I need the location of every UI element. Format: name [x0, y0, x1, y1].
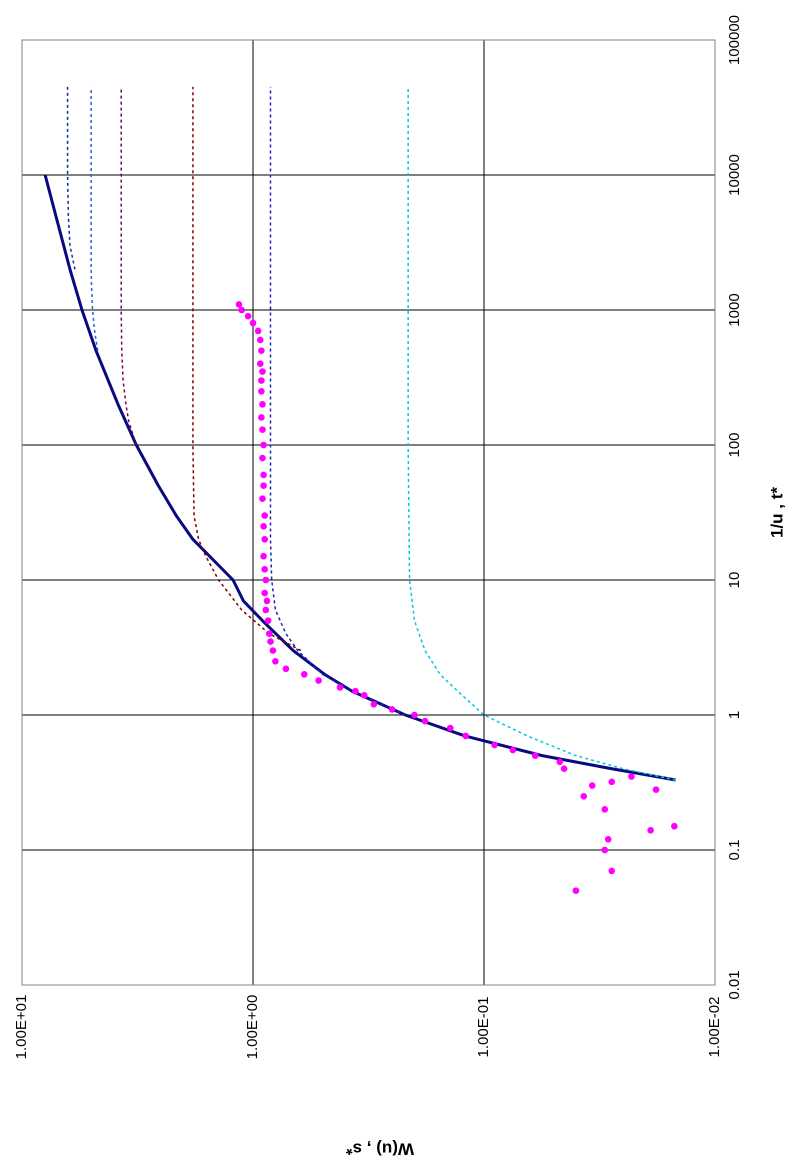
x-tick-label: 10 — [726, 572, 743, 589]
observed-point — [388, 706, 396, 713]
observed-point — [300, 671, 308, 678]
observed-point — [258, 414, 265, 421]
observed-point — [259, 401, 266, 408]
observed-point — [262, 576, 270, 584]
series-line-dotted-2 — [269, 86, 406, 716]
observed-point — [261, 512, 268, 519]
observed-point — [315, 677, 322, 684]
observed-point — [608, 867, 616, 875]
observed-point — [601, 806, 609, 813]
y-tick-label: 1.00E+00 — [244, 995, 261, 1060]
observed-point — [491, 741, 498, 749]
observed-point — [260, 522, 267, 530]
observed-point — [259, 426, 266, 433]
series-layer — [43, 86, 678, 894]
observed-point — [272, 657, 279, 665]
observed-point — [261, 589, 268, 597]
y-tick-label: 1.00E-01 — [475, 997, 492, 1058]
x-tick-label: 100 — [726, 432, 743, 457]
series-line-dotted-5 — [90, 86, 99, 351]
observed-point — [238, 306, 245, 314]
observed-point — [360, 691, 368, 699]
observed-point — [647, 826, 654, 834]
y-tick-labels: 1.00E-02 1.00E-01 1.00E+00 1.00E+01 — [13, 995, 723, 1060]
observed-point — [259, 368, 266, 375]
observed-point — [572, 887, 580, 894]
observed-point — [531, 752, 539, 759]
x-tick-label: 100000 — [726, 15, 743, 65]
x-axis-title: 1/u , t* — [767, 487, 786, 538]
observed-point — [263, 597, 271, 605]
series-line-solid — [43, 174, 676, 782]
observed-point — [336, 684, 344, 691]
observed-point — [261, 536, 268, 543]
observed-point — [258, 387, 265, 395]
plot-frame — [21, 39, 716, 986]
observed-point — [604, 836, 612, 843]
observed-point — [446, 724, 454, 732]
observed-point — [370, 701, 378, 708]
observed-point — [266, 630, 273, 638]
x-tick-labels: 0.01 0.1 1 10 100 1000 10000 100000 — [726, 15, 743, 1000]
observed-point — [260, 552, 267, 560]
x-tick-label: 1 — [726, 711, 743, 719]
y-axis-title: W(u) , s* — [346, 1140, 414, 1159]
observed-point — [352, 687, 359, 695]
observed-point — [249, 319, 257, 327]
observed-point — [509, 746, 517, 754]
observed-point — [628, 773, 635, 780]
observed-point — [264, 617, 272, 624]
observed-point — [556, 758, 564, 766]
observed-point — [235, 301, 243, 308]
observed-point — [421, 717, 429, 725]
x-tick-label: 0.01 — [726, 970, 743, 999]
observed-point — [260, 441, 267, 449]
observed-point — [269, 647, 277, 654]
observed-point — [608, 778, 616, 786]
x-tick-label: 0.1 — [726, 840, 743, 861]
series-line-dotted-3 — [192, 86, 302, 652]
observed-point — [588, 782, 596, 789]
x-tick-label: 10000 — [726, 154, 743, 196]
observed-point — [260, 482, 267, 489]
observed-point — [262, 606, 270, 614]
observed-point — [258, 377, 265, 384]
observed-point — [256, 360, 264, 368]
observed-point — [256, 336, 264, 344]
y-tick-label: 1.00E+01 — [13, 995, 30, 1060]
observed-point — [259, 495, 266, 503]
observed-point — [601, 846, 609, 854]
series-line-dotted-4 — [120, 86, 138, 446]
observed-point — [462, 732, 470, 740]
observed-point — [259, 454, 266, 462]
observed-point — [260, 471, 267, 479]
observed-point — [267, 638, 274, 645]
observed-point — [560, 765, 568, 773]
y-tick-label: 1.00E-02 — [706, 997, 723, 1058]
series-line-dotted-1 — [407, 86, 676, 781]
series-line-dotted-6 — [66, 86, 76, 270]
observed-point — [282, 665, 290, 673]
observed-point — [261, 566, 268, 573]
observed-point — [652, 786, 660, 793]
observed-point — [411, 711, 418, 719]
observed-point — [258, 347, 265, 354]
x-tick-label: 1000 — [726, 293, 743, 326]
observed-point — [580, 792, 588, 800]
observed-point — [671, 822, 678, 830]
observed-point — [254, 327, 262, 335]
observed-point — [244, 312, 252, 320]
